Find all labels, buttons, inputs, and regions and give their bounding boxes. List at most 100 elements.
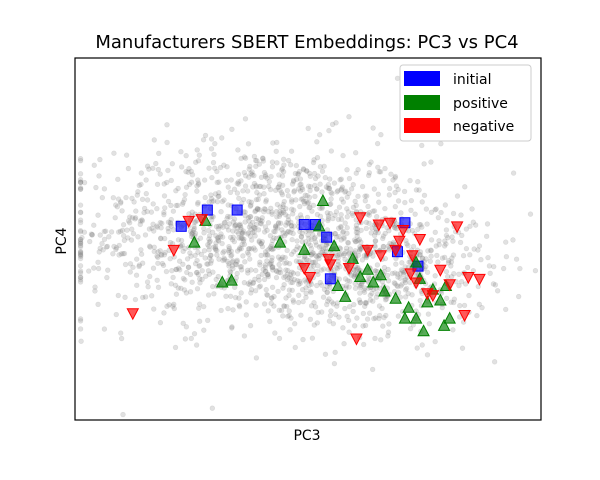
background-point [196, 276, 203, 282]
background-point [290, 297, 296, 303]
background-point [362, 303, 368, 310]
background-point [293, 162, 300, 169]
background-point [366, 220, 372, 227]
background-point [370, 298, 376, 304]
background-point [190, 229, 196, 236]
background-point [321, 266, 327, 272]
background-point [353, 225, 359, 232]
background-point [165, 219, 172, 225]
background-point [320, 294, 327, 300]
positive-point-28 [316, 193, 330, 206]
background-point [243, 299, 249, 305]
background-point [239, 231, 245, 237]
background-point [214, 247, 220, 254]
background-point [356, 248, 363, 254]
background-point [77, 156, 84, 162]
background-point [418, 222, 424, 228]
background-point [354, 226, 361, 232]
background-point [376, 303, 383, 309]
background-point [262, 268, 269, 274]
background-point [249, 169, 255, 175]
background-point [195, 180, 202, 186]
background-point [303, 285, 309, 291]
background-point [341, 234, 347, 241]
negative-point-8 [353, 212, 367, 225]
background-point [335, 188, 341, 194]
background-point [276, 181, 283, 187]
background-point [134, 256, 140, 262]
background-point [443, 295, 450, 301]
background-point [246, 174, 252, 180]
background-point [400, 268, 406, 274]
background-point [376, 315, 382, 322]
background-point [397, 270, 404, 276]
background-point [340, 152, 346, 159]
background-point [77, 179, 84, 186]
background-point [219, 240, 225, 247]
background-point [426, 321, 433, 327]
background-point [281, 233, 288, 239]
background-point [210, 214, 216, 220]
background-point [217, 234, 224, 240]
background-point [299, 286, 306, 293]
background-point [355, 266, 361, 272]
background-point [252, 247, 258, 253]
background-point [316, 244, 323, 250]
background-point [255, 196, 261, 203]
background-point [357, 290, 363, 296]
background-point [324, 301, 330, 308]
background-point [306, 235, 312, 242]
background-point [355, 252, 362, 259]
background-point [173, 202, 179, 209]
background-point [264, 227, 270, 234]
background-point [289, 197, 295, 203]
background-point [177, 267, 183, 273]
background-point [296, 278, 303, 285]
background-point [164, 139, 170, 146]
background-point [423, 206, 430, 212]
background-point [151, 228, 157, 234]
background-point [346, 250, 353, 256]
negative-point-7 [342, 262, 356, 276]
background-point [460, 252, 467, 259]
background-point [206, 199, 212, 205]
background-point [205, 317, 211, 324]
background-point [284, 247, 290, 254]
background-point [236, 222, 242, 228]
background-point [188, 253, 194, 259]
background-point [104, 274, 110, 281]
background-point [215, 193, 221, 200]
background-point [357, 299, 364, 306]
background-point [211, 244, 217, 250]
background-point [230, 234, 237, 240]
background-point [293, 197, 299, 203]
background-point [326, 185, 332, 192]
background-point [248, 290, 254, 296]
background-point [374, 213, 380, 220]
background-point [141, 205, 148, 212]
background-point [227, 189, 234, 196]
background-point [290, 230, 296, 237]
background-point [352, 272, 358, 278]
negative-point-27 [322, 253, 335, 266]
series-points-group [126, 193, 486, 346]
background-point [281, 303, 288, 309]
background-point [364, 193, 370, 199]
background-point [291, 223, 297, 229]
background-point [238, 178, 244, 184]
background-point [207, 252, 214, 259]
background-point [220, 234, 226, 240]
background-point [180, 320, 186, 327]
background-point [357, 283, 363, 289]
background-point [216, 179, 222, 185]
background-point [210, 283, 216, 290]
background-point [363, 225, 370, 232]
background-point [332, 311, 339, 318]
background-point [306, 170, 313, 177]
background-point [371, 208, 378, 214]
background-point [345, 251, 352, 257]
background-point [295, 171, 301, 178]
background-point [185, 264, 192, 270]
background-point [219, 198, 226, 205]
background-point [134, 282, 140, 289]
